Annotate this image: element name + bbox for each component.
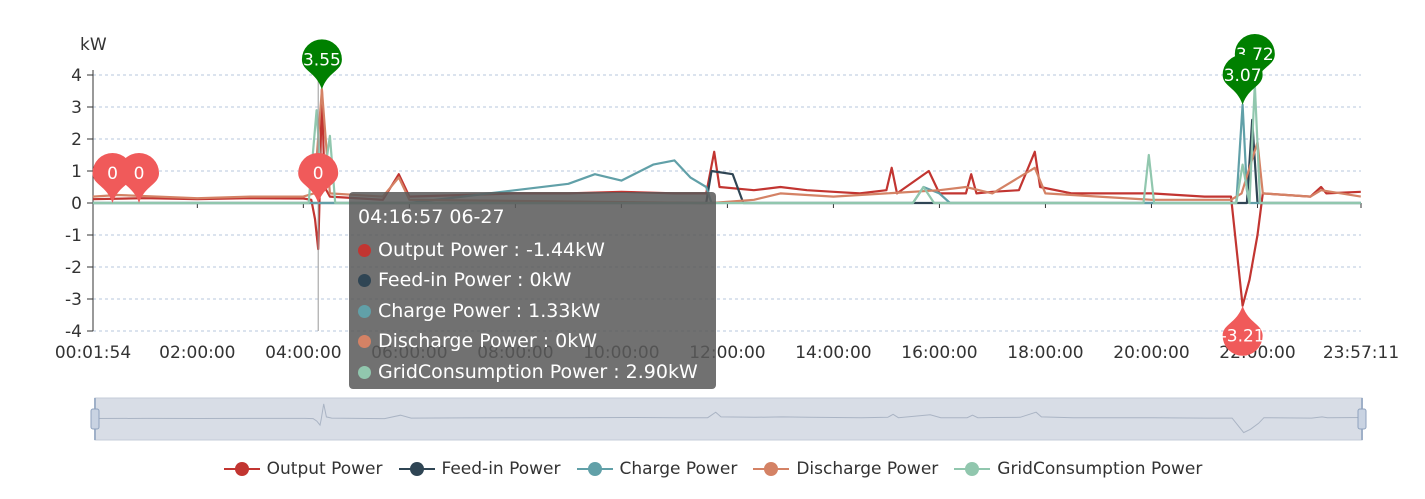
legend-item-discharge-power[interactable]: Discharge Power xyxy=(752,459,938,479)
y-tick-label: 0 xyxy=(71,194,82,214)
marker-pin: 3.55 xyxy=(301,39,342,90)
tooltip-title: 04:16:57 06-27 xyxy=(358,206,505,228)
legend-label: Feed-in Power xyxy=(441,459,561,479)
marker-pin: -3.21 xyxy=(1221,305,1265,356)
y-tick-label: -1 xyxy=(65,226,82,246)
tooltip-row-feedin: Feed-in Power : 0kW xyxy=(358,265,707,296)
legend-label: Discharge Power xyxy=(796,459,939,479)
gridconsumption-line-icon xyxy=(954,462,991,476)
y-tick-label: 3 xyxy=(71,98,82,118)
series-line-output-power xyxy=(92,88,1361,307)
marker-pin: 3.07 xyxy=(1222,54,1263,105)
feedin-line-icon xyxy=(398,462,435,476)
series-line-gridconsumption-power xyxy=(92,82,1361,205)
x-tick-label: 00:01:54 xyxy=(55,343,131,363)
marker-label: 0 xyxy=(313,164,324,184)
legend-item-output-power[interactable]: Output Power xyxy=(223,459,383,479)
zoom-handle-grip xyxy=(1357,408,1367,430)
x-tick-label: 23:57:11 xyxy=(1323,343,1399,363)
marker-label: 0 xyxy=(107,164,118,184)
y-tick-label: -3 xyxy=(65,290,82,310)
feedin-dot-icon xyxy=(358,274,371,287)
x-tick-label: 04:00:00 xyxy=(265,343,341,363)
zoom-preview-line xyxy=(94,403,1362,434)
chart-tooltip: 04:16:57 06-27 Output Power : -1.44kW Fe… xyxy=(349,192,716,389)
marker-pin-shape xyxy=(119,153,160,203)
marker-pin-shape xyxy=(1222,305,1263,356)
series-line-charge-power xyxy=(92,103,1361,205)
charge-dot-icon xyxy=(358,304,371,318)
charge-line-icon xyxy=(576,462,613,476)
y-tick-label: 1 xyxy=(71,162,82,182)
marker-label: 3.55 xyxy=(303,50,341,70)
chart-legend: Output Power Feed-in Power Charge Power … xyxy=(0,455,1425,483)
output-dot-icon xyxy=(358,243,371,257)
tooltip-row-output: Output Power : -1.44kW xyxy=(358,235,707,266)
tooltip-row-gridconsumption: GridConsumption Power : 2.90kW xyxy=(358,357,707,388)
marker-label: 3.07 xyxy=(1224,66,1262,86)
datazoom-slider[interactable] xyxy=(90,397,1367,441)
marker-pin-shape xyxy=(298,152,339,203)
tooltip-row-charge: Charge Power : 1.33kW xyxy=(358,296,707,327)
marker-pin: 0 xyxy=(298,152,339,203)
zoom-handle-left[interactable] xyxy=(90,398,100,440)
zoom-handle-grip xyxy=(90,408,100,430)
y-tick-label: 2 xyxy=(71,130,82,150)
x-tick-label: 02:00:00 xyxy=(159,343,235,363)
legend-item-gridconsumption-power[interactable]: GridConsumption Power xyxy=(953,459,1202,479)
y-tick-label: -4 xyxy=(65,322,82,342)
y-tick-label: -2 xyxy=(65,258,82,278)
output-line-icon xyxy=(223,462,260,476)
legend-label: GridConsumption Power xyxy=(997,459,1203,479)
x-tick-label: 14:00:00 xyxy=(795,343,871,363)
marker-label: 0 xyxy=(134,164,145,184)
series-line-feed-in-power xyxy=(92,118,1361,205)
x-tick-label: 16:00:00 xyxy=(901,343,977,363)
x-tick-label: 18:00:00 xyxy=(1007,343,1083,363)
y-axis-label: kW xyxy=(80,35,107,55)
x-tick-label: 20:00:00 xyxy=(1113,343,1189,363)
gridconsumption-dot-icon xyxy=(358,365,371,379)
marker-pin: 0 xyxy=(119,153,160,203)
marker-label: -3.21 xyxy=(1221,327,1265,347)
legend-label: Output Power xyxy=(266,459,383,479)
legend-label: Charge Power xyxy=(619,459,738,479)
zoom-background xyxy=(94,397,1363,441)
marker-pin-shape xyxy=(1222,54,1263,105)
y-tick-label: 4 xyxy=(71,66,82,86)
series-line-discharge-power xyxy=(92,88,1361,205)
discharge-dot-icon xyxy=(358,335,371,348)
tooltip-row-discharge: Discharge Power : 0kW xyxy=(358,326,707,357)
zoom-handle-right[interactable] xyxy=(1357,398,1367,440)
discharge-line-icon xyxy=(753,462,790,476)
marker-pin-shape xyxy=(301,39,342,90)
legend-item-feedin-power[interactable]: Feed-in Power xyxy=(398,459,561,479)
legend-item-charge-power[interactable]: Charge Power xyxy=(576,459,738,479)
